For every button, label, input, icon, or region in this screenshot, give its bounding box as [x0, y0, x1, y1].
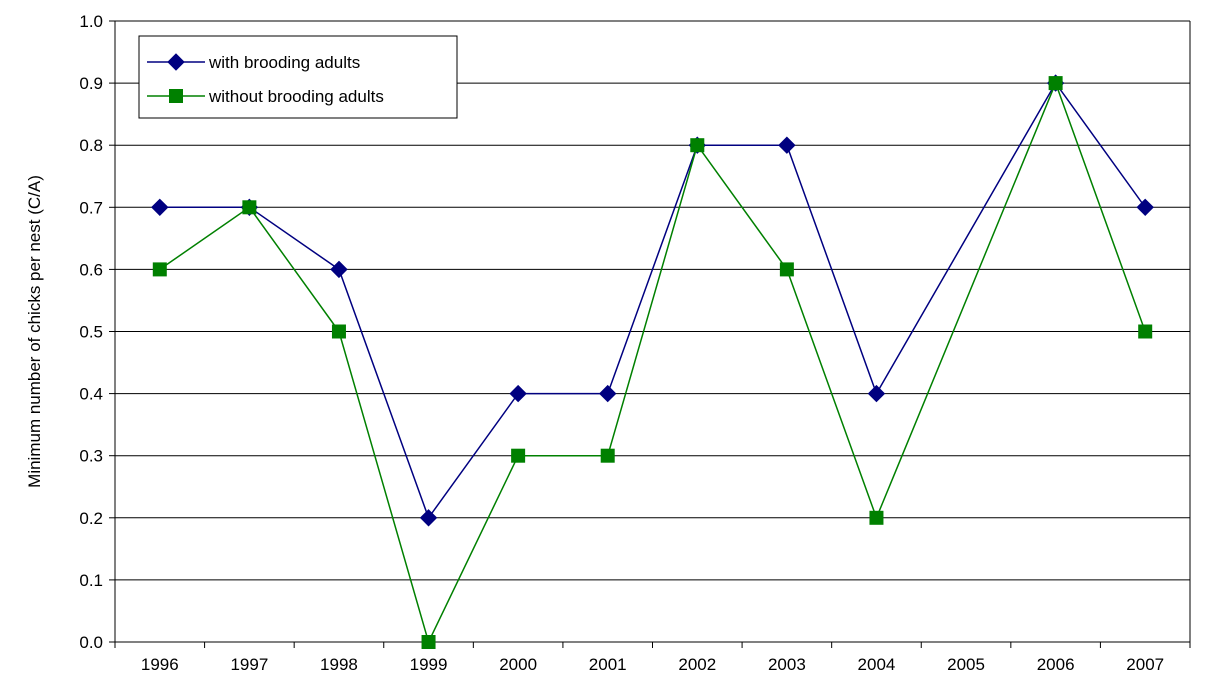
y-tick-label: 1.0	[79, 12, 103, 31]
y-axis-title: Minimum number of chicks per nest (C/A)	[25, 175, 44, 488]
data-point	[509, 384, 527, 403]
data-point	[330, 260, 348, 279]
series-1	[152, 76, 1153, 649]
data-point	[419, 509, 438, 527]
legend-marker	[169, 89, 183, 103]
data-point	[869, 510, 884, 525]
series-line	[159, 81, 1146, 645]
x-tick-label: 2000	[499, 655, 537, 674]
x-tick-labels: 1996 1997 1998 1999 2000 2001 2002 2003 2004 2005…	[141, 655, 1164, 674]
y-tick-label: 0.3	[79, 447, 103, 466]
x-tick-label: 2001	[589, 655, 627, 674]
data-point	[151, 198, 169, 217]
y-tick-label: 0.0	[79, 633, 103, 652]
legend-label: with brooding adults	[208, 53, 360, 72]
data-point	[690, 138, 705, 153]
x-tick-label: 1997	[230, 655, 268, 674]
y-tick-label: 0.5	[79, 323, 103, 342]
data-point	[1138, 324, 1153, 339]
data-point	[152, 262, 167, 277]
x-tick-label: 2004	[858, 655, 896, 674]
y-tick-label: 0.2	[79, 509, 103, 528]
legend: with brooding adults without brooding adu…	[138, 35, 458, 119]
y-tick-label: 0.1	[79, 571, 103, 590]
legend-marker	[167, 53, 185, 71]
legend-label: without brooding adults	[208, 87, 384, 106]
data-point	[867, 384, 886, 403]
data-point	[779, 262, 794, 277]
x-tick-label: 2003	[768, 655, 806, 674]
y-tick-label: 0.9	[79, 74, 103, 93]
axes	[109, 20, 1191, 648]
data-point	[511, 448, 526, 463]
data-point	[1136, 198, 1154, 217]
x-tick-label: 2007	[1126, 655, 1164, 674]
data-point	[778, 136, 796, 154]
x-tick-label: 1999	[410, 655, 448, 674]
data-point	[242, 200, 257, 215]
x-tick-label: 1998	[320, 655, 358, 674]
data-point	[600, 448, 615, 463]
x-tick-label: 2002	[678, 655, 716, 674]
y-tick-label: 0.8	[79, 136, 103, 155]
y-tick-labels: 0.0 0.1 0.2 0.3 0.4 0.5 0.6 0.7 0.8 0.9 1.0	[79, 12, 103, 652]
data-point	[1048, 76, 1063, 91]
data-point	[331, 324, 346, 339]
x-tick-label: 1996	[141, 655, 179, 674]
data-series	[151, 74, 1154, 649]
y-tick-label: 0.4	[79, 385, 103, 404]
y-tick-label: 0.7	[79, 198, 103, 217]
data-point	[599, 384, 617, 403]
data-point	[421, 635, 436, 649]
legend-box	[138, 35, 458, 119]
y-tick-label: 0.6	[79, 260, 103, 279]
x-tick-label: 2005	[947, 655, 985, 674]
x-tick-label: 2006	[1037, 655, 1075, 674]
